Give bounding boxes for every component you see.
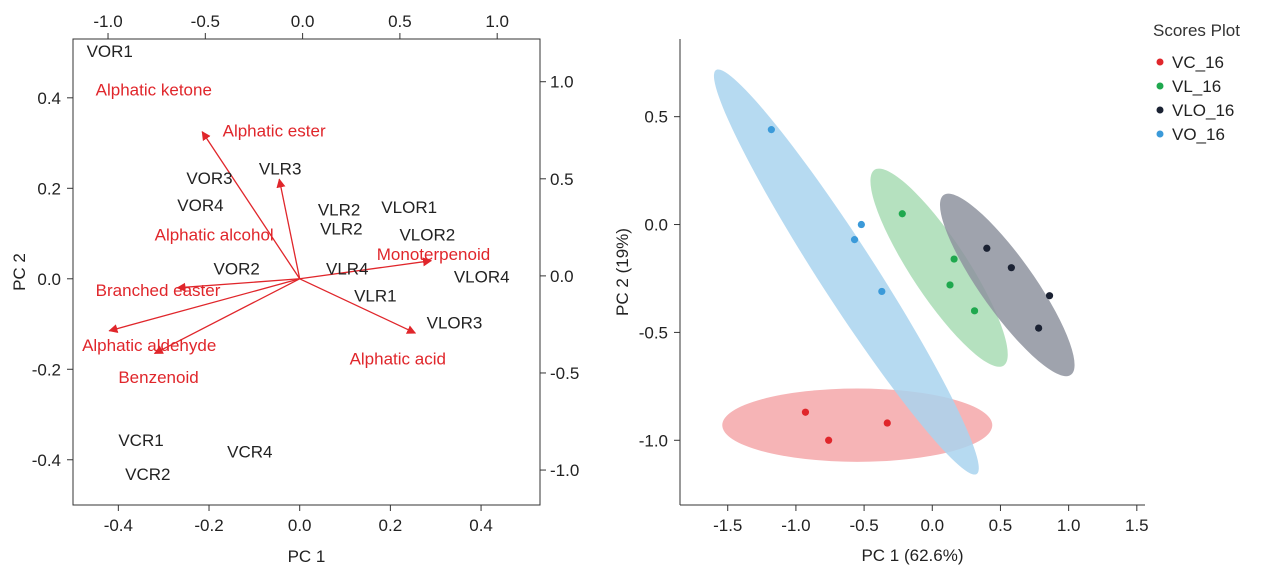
score-point (983, 244, 991, 252)
observation-label: VCR4 (227, 442, 272, 461)
legend-marker (1156, 130, 1164, 138)
loading-label: Benzenoid (118, 368, 198, 387)
loading-label: Branched easter (96, 281, 221, 300)
x-tick-label: -1.0 (781, 516, 810, 535)
x-tick-label: -1.5 (713, 516, 742, 535)
y-tick-label: 0.2 (37, 179, 61, 198)
score-point (857, 220, 865, 229)
biplot-panel: -0.4 -0.2 0.0 0.2 0.4 -0.4 -0.2 0.0 0.2 0.4 -1.0 -0… (10, 12, 579, 566)
x-tick-label: -0.5 (849, 516, 878, 535)
right-tick-label: -1.0 (550, 461, 579, 480)
score-point (767, 126, 775, 134)
score-point (883, 419, 891, 427)
y-tick-label: 0.5 (644, 108, 668, 127)
observation-label: VLOR2 (399, 225, 455, 244)
scores-panel: -1.5 -1.0 -0.5 0.0 0.5 1.0 1.5 0.5 0.0 -0.5 -1.0 PC… (613, 21, 1240, 565)
score-point (801, 408, 810, 416)
confidence-ellipse (870, 168, 1008, 367)
y-tick-label: -1.0 (639, 431, 668, 450)
y-tick-label: 0.0 (37, 270, 61, 289)
observation-label: VLOR3 (427, 314, 483, 333)
legend-marker (1156, 106, 1164, 114)
right-tick-label: 0.0 (550, 267, 574, 286)
biplot-frame (72, 38, 541, 506)
loading-arrow (201, 130, 301, 280)
y-tick-label: -0.5 (639, 323, 668, 342)
loading-arrow (176, 278, 300, 292)
observation-label: VLR1 (354, 286, 397, 305)
x-tick-label: -0.2 (194, 516, 223, 535)
top-tick-label: -0.5 (191, 12, 220, 31)
score-point (898, 210, 906, 218)
scores-y-axis-label: PC 2 (19%) (613, 228, 632, 316)
loading-arrow (299, 278, 417, 334)
top-tick-label: 0.5 (388, 12, 412, 31)
y-tick-label: 0.0 (644, 216, 668, 235)
group-ellipse-wrap (713, 69, 979, 475)
observation-label: VLOR1 (381, 198, 437, 217)
loading-arrow (299, 257, 433, 280)
loading-label: Alphatic aldehyde (82, 336, 216, 355)
observation-label: VCR1 (118, 431, 163, 450)
legend-title: Scores Plot (1153, 21, 1240, 40)
x-tick-label: 0.0 (920, 516, 944, 535)
legend-label: VC_16 (1172, 53, 1224, 72)
observation-label: VOR2 (214, 259, 260, 278)
observation-label: VOR4 (177, 196, 223, 215)
x-tick-label: 0.0 (288, 516, 312, 535)
observation-label: VLR3 (259, 160, 302, 179)
x-tick-label: -0.4 (104, 516, 133, 535)
right-tick-label: 1.0 (550, 73, 574, 92)
legend-label: VO_16 (1172, 125, 1225, 144)
right-tick-label: 0.5 (550, 170, 574, 189)
x-tick-label: 0.4 (469, 516, 493, 535)
right-tick-label: -0.5 (550, 364, 579, 383)
top-tick-label: 0.0 (291, 12, 315, 31)
legend-marker (1156, 82, 1164, 90)
loading-arrow (108, 278, 300, 334)
score-point (825, 436, 833, 444)
observation-label: VOR1 (87, 42, 133, 61)
observation-label: VOR3 (186, 169, 232, 188)
biplot-x-axis-label: PC 1 (288, 547, 326, 566)
group-ellipse-wrap (870, 168, 1008, 367)
x-tick-label: 0.2 (379, 516, 403, 535)
loading-label: Alphatic acid (350, 350, 446, 369)
score-point (946, 281, 954, 289)
legend: Scores Plot VC_16 VL_16 VLO_16 VO_16 (1153, 21, 1240, 144)
y-tick-label: -0.4 (32, 451, 61, 470)
scores-x-axis-label: PC 1 (62.6%) (861, 546, 963, 565)
observation-label: VLR4 (326, 259, 369, 278)
x-tick-label: 0.5 (989, 516, 1013, 535)
observation-label: VLOR4 (454, 267, 510, 286)
legend-label: VLO_16 (1172, 101, 1234, 120)
legend-marker (1156, 58, 1164, 66)
score-point (850, 236, 859, 244)
score-point (950, 255, 958, 263)
loading-label: Monoterpenoid (377, 245, 490, 264)
x-tick-label: 1.5 (1125, 516, 1149, 535)
legend-label: VL_16 (1172, 77, 1221, 96)
loading-label: Alphatic ketone (96, 81, 212, 100)
top-tick-label: -1.0 (93, 12, 122, 31)
score-point (1007, 264, 1015, 272)
loading-label: Alphatic alcohol (155, 225, 274, 244)
confidence-ellipse (713, 69, 979, 475)
y-tick-label: -0.2 (32, 360, 61, 379)
score-point (1045, 292, 1054, 300)
score-point (970, 307, 979, 315)
loading-arrow (276, 178, 301, 279)
observation-label: VLR2 (320, 219, 363, 238)
y-tick-label: 0.4 (37, 89, 61, 108)
observation-label: VCR2 (125, 465, 170, 484)
loading-arrow (153, 278, 300, 355)
x-tick-label: 1.0 (1057, 516, 1081, 535)
top-tick-label: 1.0 (485, 12, 509, 31)
biplot-y-axis-label: PC 2 (10, 253, 29, 291)
score-point (878, 287, 886, 296)
loading-label: Alphatic ester (223, 121, 326, 140)
score-point (1035, 324, 1043, 332)
observation-label: VLR2 (318, 200, 361, 219)
